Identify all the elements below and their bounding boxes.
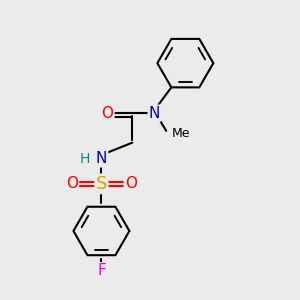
Text: N: N: [96, 151, 107, 166]
Text: F: F: [97, 263, 106, 278]
Text: O: O: [66, 176, 78, 191]
Text: O: O: [101, 106, 113, 121]
Text: S: S: [96, 175, 107, 193]
Text: O: O: [125, 176, 137, 191]
Text: H: H: [80, 152, 90, 166]
Text: Me: Me: [172, 127, 190, 140]
Text: N: N: [149, 106, 160, 121]
